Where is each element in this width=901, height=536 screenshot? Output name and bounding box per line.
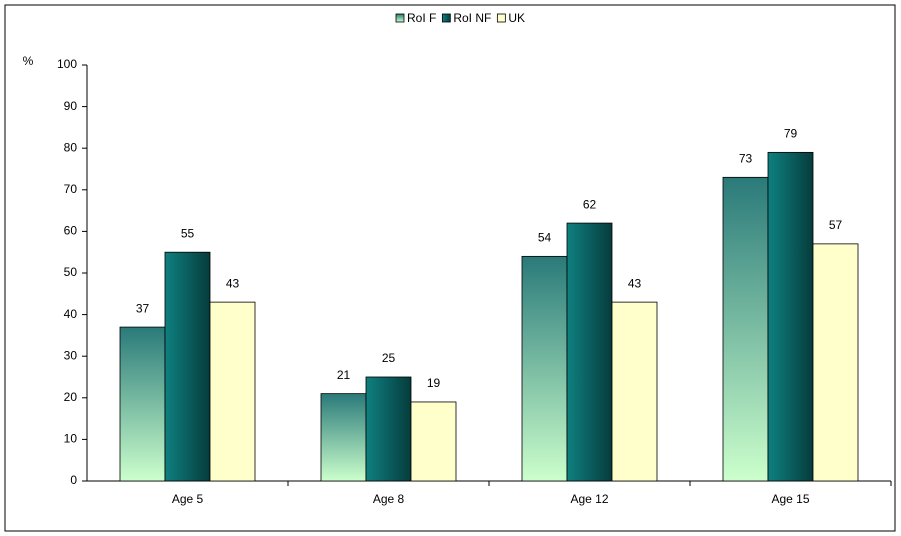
data-label: 54 xyxy=(538,231,552,245)
bar xyxy=(209,301,256,482)
data-label: 79 xyxy=(784,127,798,141)
y-tick-label: 50 xyxy=(64,265,78,279)
y-tick-label: 10 xyxy=(64,432,78,446)
legend-label: UK xyxy=(508,11,525,25)
data-label: 43 xyxy=(226,276,240,290)
y-axis-label: % xyxy=(23,54,34,68)
legend-swatch xyxy=(395,13,405,23)
bar xyxy=(812,243,859,482)
y-tick-label: 0 xyxy=(70,473,77,487)
legend-label: RoI F xyxy=(407,11,436,25)
data-label: 57 xyxy=(829,218,843,232)
y-tick-label: 100 xyxy=(57,57,77,71)
y-tick-label: 90 xyxy=(64,99,78,113)
bar xyxy=(767,151,814,482)
legend-swatch xyxy=(441,13,451,23)
bar xyxy=(722,176,769,482)
data-label: 43 xyxy=(628,276,642,290)
y-tick-label: 70 xyxy=(64,182,78,196)
y-tick-label: 40 xyxy=(64,307,78,321)
data-label: 73 xyxy=(739,151,753,165)
x-tick-label: Age 12 xyxy=(570,492,608,506)
bar xyxy=(164,251,211,482)
data-label: 21 xyxy=(337,368,351,382)
x-tick-label: Age 5 xyxy=(172,492,204,506)
data-label: 25 xyxy=(382,351,396,365)
bar xyxy=(119,326,166,482)
bar xyxy=(611,301,658,482)
bar xyxy=(410,401,457,482)
data-label: 62 xyxy=(583,197,597,211)
data-label: 19 xyxy=(427,376,441,390)
bar xyxy=(365,376,412,482)
x-tick-label: Age 15 xyxy=(771,492,809,506)
bar xyxy=(521,255,568,482)
x-tick-label: Age 8 xyxy=(373,492,405,506)
y-tick-label: 80 xyxy=(64,140,78,154)
legend-label: RoI NF xyxy=(453,11,491,25)
data-label: 55 xyxy=(181,226,195,240)
y-tick-label: 20 xyxy=(64,390,78,404)
legend-swatch xyxy=(496,13,506,23)
y-tick-label: 60 xyxy=(64,224,78,238)
y-tick-label: 30 xyxy=(64,348,78,362)
data-label: 37 xyxy=(136,301,150,315)
bar xyxy=(320,393,367,482)
bar xyxy=(566,222,613,482)
